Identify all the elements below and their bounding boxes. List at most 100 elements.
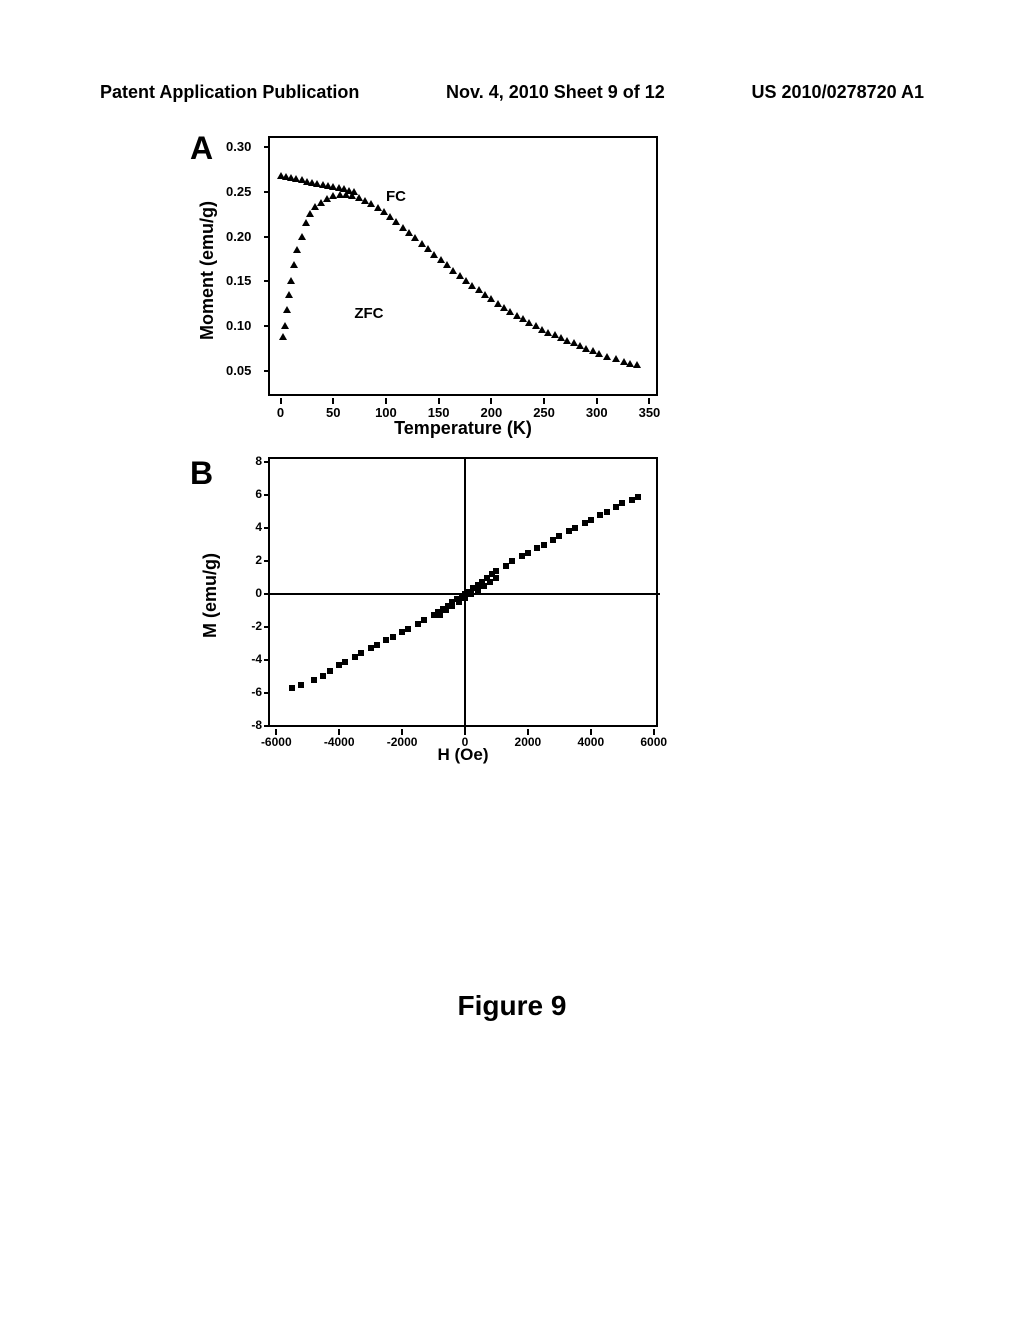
- data-point: [597, 512, 603, 518]
- data-point: [468, 591, 474, 597]
- panel-b-plot: -6000-4000-20000200040006000-8-6-4-20246…: [268, 457, 658, 727]
- figure-caption: Figure 9: [0, 990, 1024, 1022]
- xtick: [543, 398, 545, 404]
- data-point: [582, 520, 588, 526]
- xtick: [490, 398, 492, 404]
- panel-b-label: B: [190, 455, 213, 492]
- data-point: [289, 685, 295, 691]
- xtick-label: 100: [372, 405, 400, 420]
- ytick: [264, 325, 270, 327]
- xtick-label: 4000: [571, 735, 611, 749]
- ytick-label: 0.15: [226, 273, 256, 288]
- data-point: [415, 621, 421, 627]
- data-point: [405, 626, 411, 632]
- ytick-label: 0.05: [226, 363, 256, 378]
- data-point: [293, 246, 301, 253]
- data-point: [534, 545, 540, 551]
- xtick: [596, 398, 598, 404]
- data-point: [509, 558, 515, 564]
- data-point: [519, 553, 525, 559]
- data-point: [556, 533, 562, 539]
- data-point: [374, 642, 380, 648]
- ytick: [264, 280, 270, 282]
- ytick: [264, 560, 270, 562]
- xtick: [385, 398, 387, 404]
- data-point: [390, 634, 396, 640]
- ytick-label: 0: [244, 586, 262, 600]
- data-point: [612, 355, 620, 362]
- data-point: [290, 261, 298, 268]
- data-point: [603, 353, 611, 360]
- xtick-label: -6000: [256, 735, 296, 749]
- xtick: [648, 398, 650, 404]
- ytick-label: -2: [244, 619, 262, 633]
- data-point: [283, 306, 291, 313]
- data-point: [619, 500, 625, 506]
- xtick-label: 350: [635, 405, 663, 420]
- xtick-label: -2000: [382, 735, 422, 749]
- data-point: [342, 659, 348, 665]
- panel-b: B M (emu/g) H (Oe) -6000-4000-2000020004…: [200, 445, 660, 765]
- data-point: [635, 494, 641, 500]
- xtick: [280, 398, 282, 404]
- data-point: [503, 563, 509, 569]
- data-point: [302, 219, 310, 226]
- data-point: [311, 677, 317, 683]
- xtick: [438, 398, 440, 404]
- annotation: FC: [386, 188, 406, 205]
- figure-container: A Moment (emu/g) Temperature (K) 0501001…: [200, 130, 660, 765]
- ytick: [264, 527, 270, 529]
- data-point: [633, 361, 641, 368]
- data-point: [525, 550, 531, 556]
- panel-a-label: A: [190, 130, 213, 167]
- ytick-label: -4: [244, 652, 262, 666]
- xtick-label: 300: [583, 405, 611, 420]
- ytick: [264, 146, 270, 148]
- panel-a-plot: 0501001502002503003500.050.100.150.200.2…: [268, 136, 658, 396]
- data-point: [399, 629, 405, 635]
- ytick-label: 0.30: [226, 139, 256, 154]
- data-point: [358, 650, 364, 656]
- data-point: [487, 579, 493, 585]
- xtick-label: 250: [530, 405, 558, 420]
- header-center: Nov. 4, 2010 Sheet 9 of 12: [446, 82, 665, 103]
- xtick-label: 6000: [634, 735, 674, 749]
- header: Patent Application Publication Nov. 4, 2…: [0, 82, 1024, 103]
- data-point: [336, 662, 342, 668]
- data-point: [437, 612, 443, 618]
- data-point: [595, 350, 603, 357]
- data-point: [287, 277, 295, 284]
- xtick-label: 50: [319, 405, 347, 420]
- ytick-label: 4: [244, 520, 262, 534]
- xtick-label: 0: [267, 405, 295, 420]
- data-point: [352, 654, 358, 660]
- data-point: [462, 595, 468, 601]
- ytick-label: 0.10: [226, 318, 256, 333]
- ytick: [264, 725, 270, 727]
- data-point: [306, 210, 314, 217]
- data-point: [550, 537, 556, 543]
- data-point: [281, 322, 289, 329]
- ytick: [264, 461, 270, 463]
- ytick: [264, 692, 270, 694]
- xtick-label: -4000: [319, 735, 359, 749]
- xtick: [332, 398, 334, 404]
- ytick: [264, 593, 270, 595]
- ytick-label: 0.20: [226, 229, 256, 244]
- panel-a-xlabel: Temperature (K): [268, 418, 658, 439]
- data-point: [613, 504, 619, 510]
- ytick: [264, 659, 270, 661]
- data-point: [629, 497, 635, 503]
- xtick-label: 0: [445, 735, 485, 749]
- data-point: [298, 682, 304, 688]
- ytick-label: 2: [244, 553, 262, 567]
- ytick: [264, 370, 270, 372]
- data-point: [285, 291, 293, 298]
- data-point: [572, 525, 578, 531]
- panel-b-ylabel: M (emu/g): [200, 553, 221, 638]
- xtick-label: 150: [425, 405, 453, 420]
- data-point: [327, 668, 333, 674]
- ytick-label: 0.25: [226, 184, 256, 199]
- data-point: [493, 568, 499, 574]
- data-point: [320, 673, 326, 679]
